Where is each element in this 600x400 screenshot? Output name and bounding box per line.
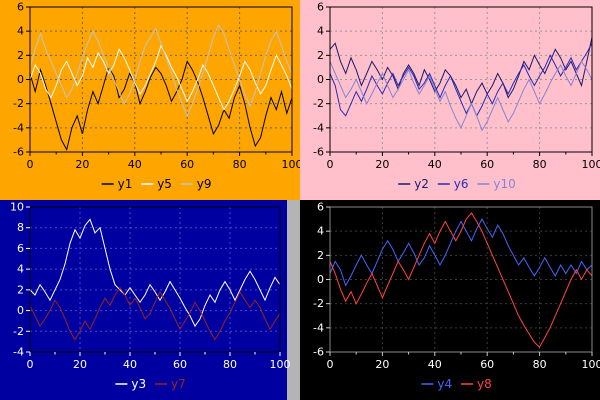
- legend-label-y5: y5: [157, 177, 172, 191]
- y-tick-label: 4: [17, 263, 24, 276]
- x-tick-label: 20: [73, 358, 87, 371]
- y-tick-label: -6: [313, 346, 324, 359]
- x-tick-label: 60: [180, 158, 194, 171]
- y-tick-label: 0: [317, 73, 324, 86]
- y-tick-label: 6: [17, 242, 24, 255]
- series-line-y6: [329, 43, 593, 117]
- panel-gutter: [287, 200, 300, 400]
- y-tick-label: 4: [17, 25, 24, 38]
- y-tick-label: -6: [13, 146, 24, 159]
- x-tick-label: 80: [533, 158, 547, 171]
- y-tick-label: 10: [10, 201, 24, 214]
- legend-label-y9: y9: [197, 177, 212, 191]
- series-line-y5: [29, 44, 293, 111]
- x-tick-label: 80: [223, 358, 237, 371]
- y-tick-label: 6: [317, 201, 324, 214]
- legend-label-y7: y7: [171, 377, 186, 391]
- legend-label-y10: y10: [493, 177, 515, 191]
- chart-panel-bottom-right: -6 -4 -2 0 2 4 6 0 20 40 60 80 100 y4 y8: [300, 200, 600, 400]
- legend-label-y3: y3: [131, 377, 146, 391]
- x-tick-label: 60: [480, 158, 494, 171]
- chart-panel-top-right: -6 -4 -2 0 2 4 6 0 20 40 60 80 100 y2 y6 y10: [300, 0, 600, 200]
- y-tick-label: -2: [13, 325, 24, 338]
- y-tick-label: -4: [313, 121, 324, 134]
- chart-background: [0, 0, 300, 200]
- x-tick-label: 0: [27, 158, 34, 171]
- y-tick-label: 2: [17, 49, 24, 62]
- y-tick-label: 0: [317, 273, 324, 286]
- legend-label-y2: y2: [414, 177, 429, 191]
- x-tick-label: 0: [327, 158, 334, 171]
- legend-label-y6: y6: [454, 177, 469, 191]
- x-tick-label: 80: [533, 358, 547, 371]
- x-tick-label: 40: [428, 158, 442, 171]
- x-tick-label: 40: [123, 358, 137, 371]
- series-line-y4: [329, 218, 593, 287]
- y-tick-label: -2: [313, 97, 324, 110]
- y-tick-label: 2: [317, 249, 324, 262]
- series-line-y7: [29, 286, 281, 341]
- x-tick-label: 100: [282, 158, 301, 171]
- series-line-y9: [29, 24, 293, 118]
- series-line-y2: [329, 37, 593, 106]
- x-tick-label: 20: [375, 158, 389, 171]
- y-tick-label: -2: [13, 97, 24, 110]
- x-tick-label: 100: [270, 358, 291, 371]
- y-tick-label: -4: [13, 346, 24, 359]
- x-tick-label: 40: [128, 158, 142, 171]
- legend-label-y1: y1: [118, 177, 133, 191]
- y-tick-label: 4: [317, 225, 324, 238]
- x-tick-label: 100: [582, 158, 600, 171]
- y-tick-label: -4: [313, 321, 324, 334]
- y-tick-label: -4: [13, 121, 24, 134]
- y-tick-label: -6: [313, 146, 324, 159]
- chart-background: [300, 0, 600, 200]
- y-tick-label: 0: [17, 304, 24, 317]
- x-tick-label: 60: [480, 358, 494, 371]
- y-tick-label: 6: [17, 1, 24, 14]
- series-line-y10: [329, 60, 593, 132]
- x-tick-label: 20: [375, 358, 389, 371]
- series-line-y8: [329, 212, 593, 349]
- x-tick-label: 0: [327, 358, 334, 371]
- series-line-y3: [29, 218, 281, 328]
- x-tick-label: 100: [582, 358, 600, 371]
- legend-label-y4: y4: [437, 377, 452, 391]
- x-tick-label: 0: [27, 358, 34, 371]
- y-tick-label: 8: [17, 221, 24, 234]
- x-tick-label: 20: [75, 158, 89, 171]
- chart-background: [300, 200, 600, 400]
- legend-label-y8: y8: [477, 377, 492, 391]
- y-tick-label: 2: [317, 49, 324, 62]
- y-tick-label: 2: [17, 283, 24, 296]
- x-tick-label: 60: [173, 358, 187, 371]
- x-tick-label: 80: [233, 158, 247, 171]
- y-tick-label: 0: [17, 73, 24, 86]
- chart-panel-bottom-left: -4 -2 0 2 4 6 8 10 0 20 40 60 80 100 y3 y7: [0, 200, 300, 400]
- x-tick-label: 40: [428, 358, 442, 371]
- y-tick-label: 4: [317, 25, 324, 38]
- series-line-y1: [29, 60, 293, 151]
- chart-panel-top-left: -6 -4 -2 0 2 4 6 0 20 40 60 80 100 y1 y5 y9: [0, 0, 300, 200]
- y-tick-label: -2: [313, 297, 324, 310]
- y-tick-label: 6: [317, 1, 324, 14]
